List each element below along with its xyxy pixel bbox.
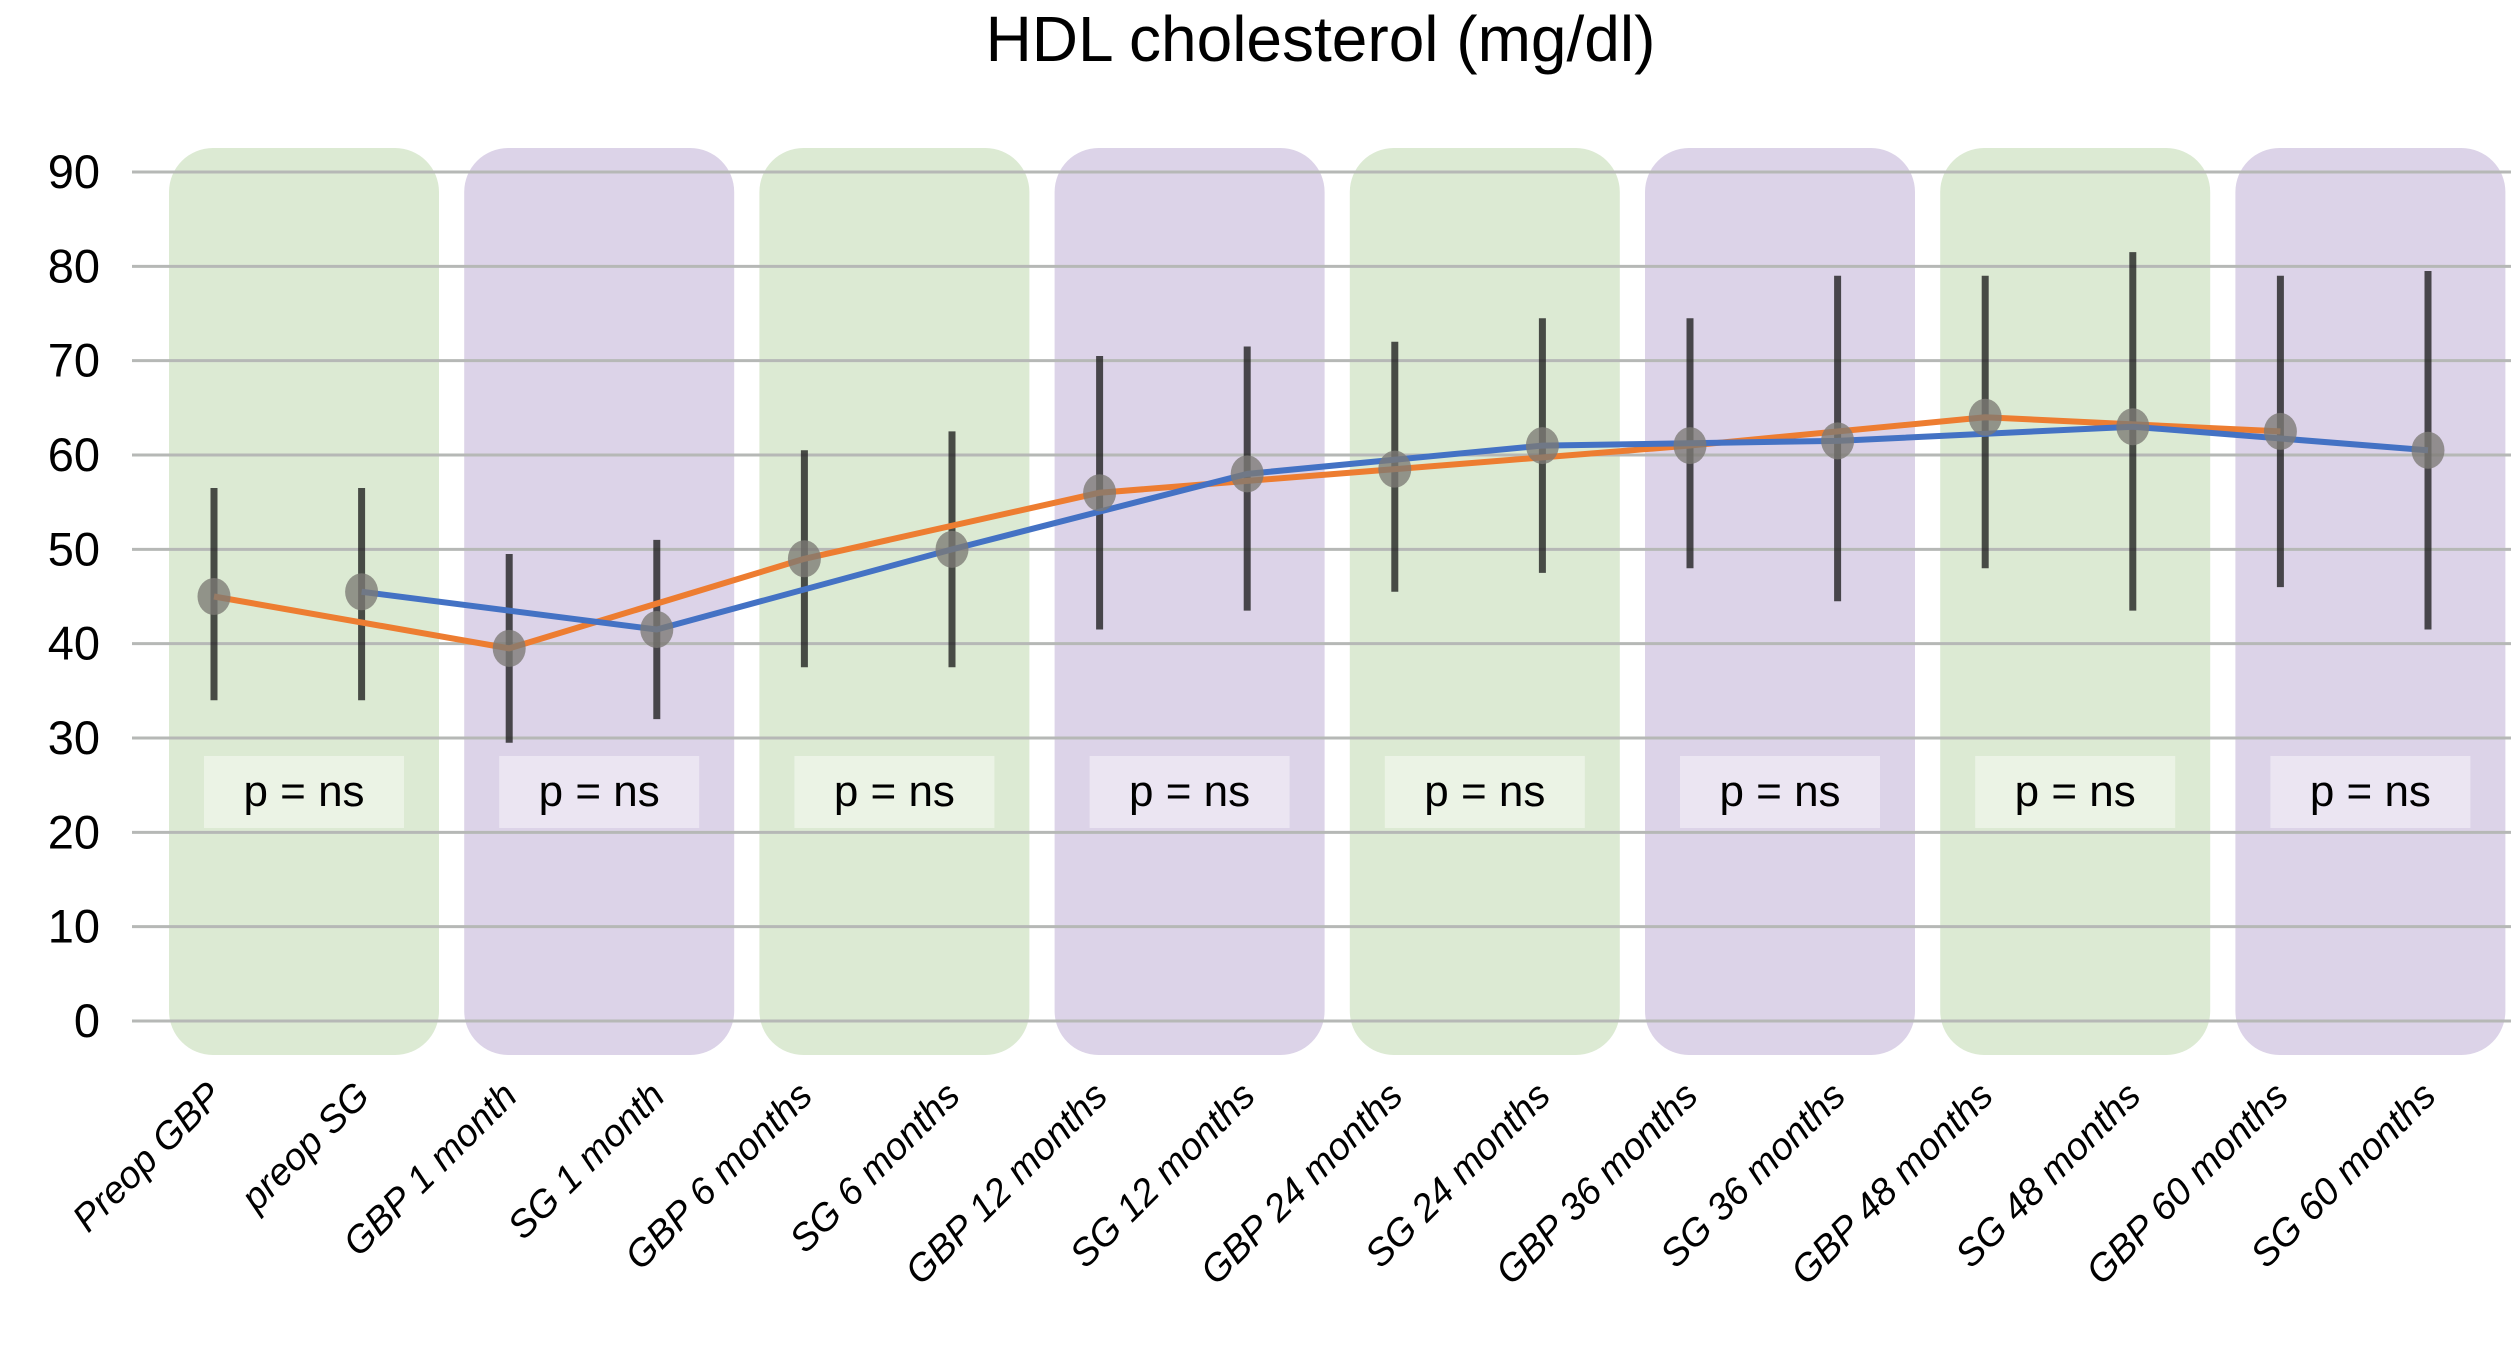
p-value-label: p = ns (1424, 767, 1545, 816)
y-tick-label: 90 (48, 145, 100, 198)
y-tick-label: 10 (48, 900, 100, 953)
data-point-marker-sg (640, 611, 674, 649)
x-tick-label: Preop GBP (65, 1074, 231, 1240)
y-tick-label: 20 (48, 805, 100, 858)
p-value-label: p = ns (1129, 767, 1250, 816)
band-green (169, 148, 439, 1055)
data-point-marker-sg (1230, 455, 1264, 493)
band-green (1940, 148, 2211, 1055)
x-tick-label: preop SG (233, 1075, 378, 1220)
data-point-marker-sg (1525, 427, 1559, 465)
p-value-label: p = ns (539, 767, 660, 816)
data-point-marker-sg (2411, 431, 2445, 469)
y-tick-label: 70 (48, 334, 100, 387)
p-value-label-box (794, 756, 995, 828)
data-point-marker-gbp (2263, 412, 2297, 450)
p-value-label-box (2270, 756, 2471, 828)
band-purple (2235, 148, 2506, 1055)
p-value-label-box (499, 756, 700, 828)
data-point-marker-gbp (1083, 474, 1117, 512)
data-point-marker-gbp (1378, 450, 1412, 488)
p-value-label-box (1975, 756, 2176, 828)
y-tick-label: 30 (48, 711, 100, 764)
y-tick-label: 50 (48, 522, 100, 575)
p-value-label: p = ns (834, 767, 955, 816)
data-point-marker-gbp (787, 540, 821, 578)
band-green (759, 148, 1030, 1055)
p-value-label-box (1089, 756, 1290, 828)
band-purple (1645, 148, 1915, 1055)
data-point-marker-gbp (197, 578, 231, 615)
p-value-label-box (204, 756, 404, 828)
data-point-marker-gbp (492, 629, 526, 667)
chart-title: HDL cholesterol (mg/dl) (985, 3, 1656, 75)
band-purple (464, 148, 735, 1055)
data-point-marker-gbp (1968, 398, 2002, 436)
p-value-label-box (1680, 756, 1880, 828)
data-point-marker-sg (345, 573, 379, 611)
p-value-label-box (1384, 756, 1585, 828)
y-tick-label: 60 (48, 428, 100, 481)
data-point-marker-sg (2116, 408, 2150, 446)
y-tick-label: 0 (74, 994, 100, 1047)
y-tick-label: 40 (48, 617, 100, 670)
data-point-marker-sg (1821, 422, 1855, 460)
p-value-label: p = ns (2015, 767, 2136, 816)
y-tick-label: 80 (48, 239, 100, 292)
data-point-marker-gbp (1673, 427, 1707, 465)
band-green (1349, 148, 1620, 1055)
data-point-marker-sg (935, 530, 969, 568)
p-value-label: p = ns (243, 767, 364, 816)
p-value-label: p = ns (2310, 767, 2431, 816)
band-purple (1054, 148, 1325, 1055)
p-value-label: p = ns (1719, 767, 1840, 816)
